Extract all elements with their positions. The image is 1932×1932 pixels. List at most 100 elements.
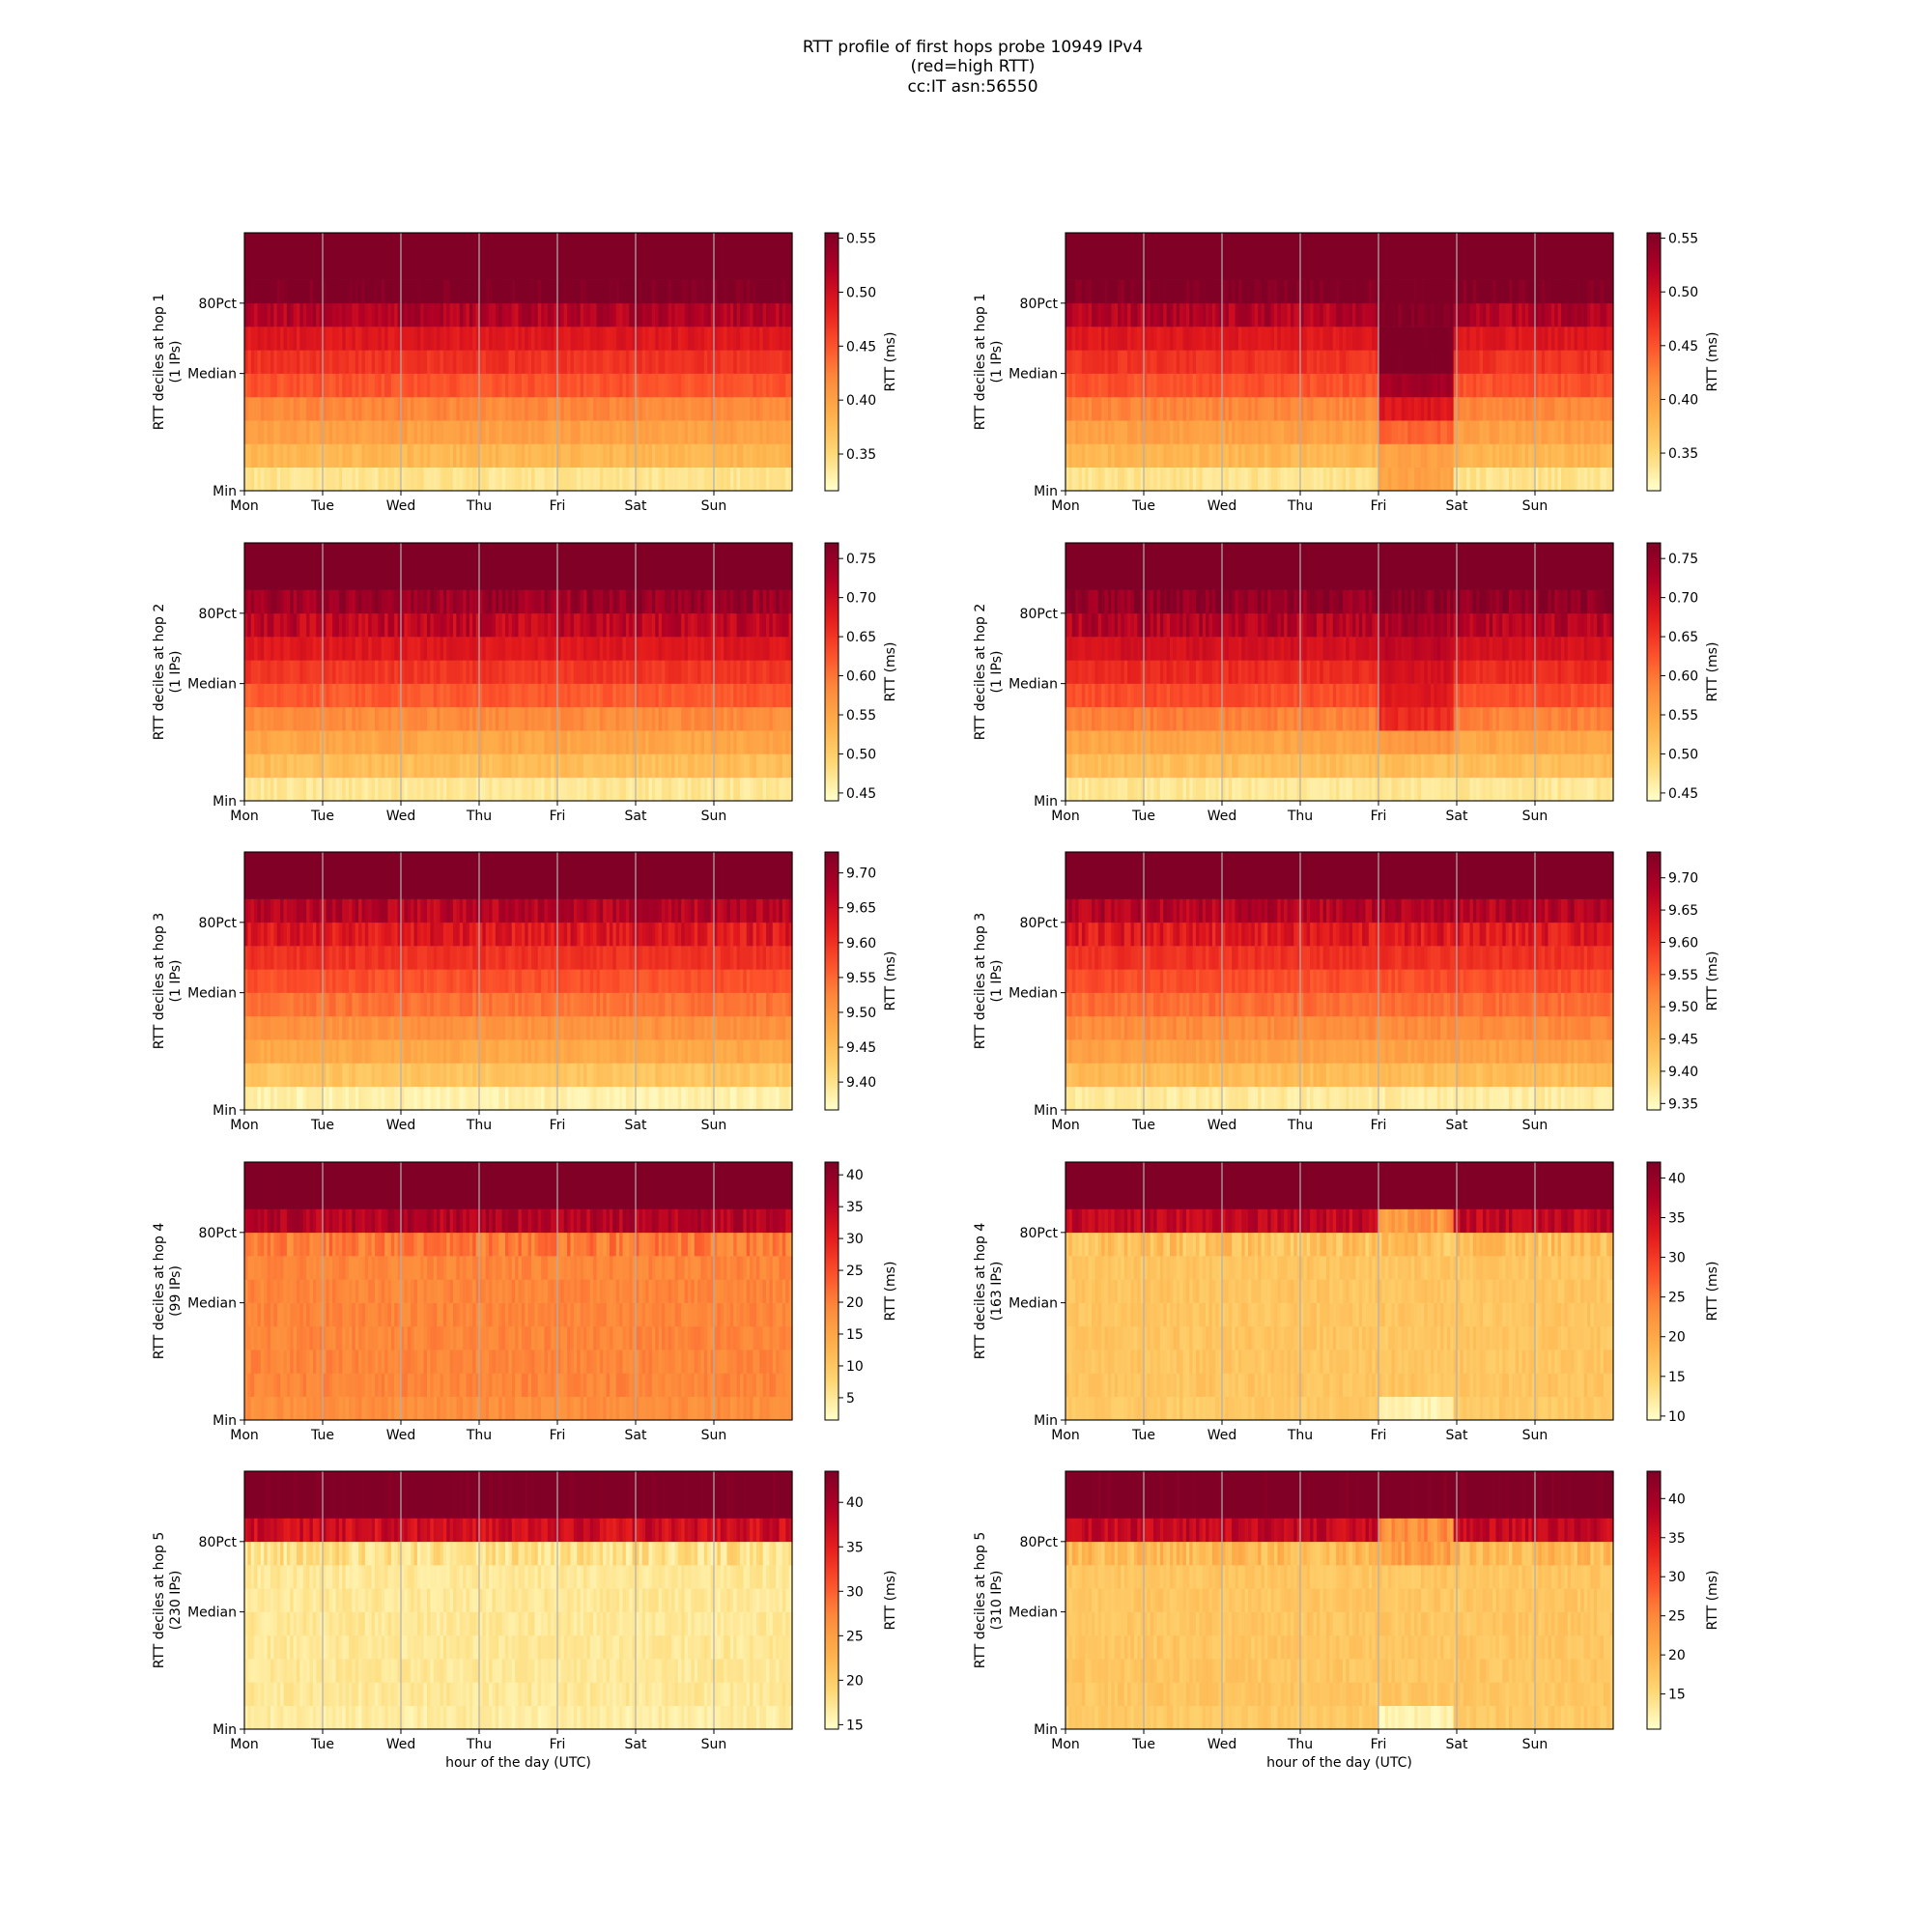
heatmap-cell (1274, 327, 1278, 351)
heatmap-cell (302, 443, 307, 469)
heatmap-cell (779, 443, 783, 469)
heatmap-cell (505, 373, 509, 398)
heatmap-cell (759, 327, 764, 351)
heatmap-cell (384, 279, 389, 304)
heatmap-cell (1068, 302, 1073, 327)
heatmap-cell (323, 350, 327, 374)
heatmap-cell (1261, 350, 1265, 374)
heatmap-cell (323, 443, 327, 469)
heatmap-cell (567, 373, 572, 398)
heatmap-cell (610, 233, 613, 280)
heatmap-cell (293, 233, 298, 280)
heatmap-cell (1270, 233, 1275, 280)
heatmap-cell (753, 279, 757, 304)
heatmap-cell (508, 279, 513, 304)
heatmap-cell (736, 327, 741, 351)
heatmap-cell (492, 420, 497, 444)
heatmap-cell (612, 279, 617, 304)
heatmap-cell (1264, 443, 1268, 469)
heatmap-cell (596, 302, 601, 327)
heatmap-cell (1375, 279, 1379, 304)
heatmap-cell (785, 420, 790, 444)
heatmap-cell (1322, 443, 1327, 469)
heatmap-cell (762, 467, 767, 492)
heatmap-cell (1466, 443, 1471, 469)
heatmap-cell (1436, 420, 1441, 444)
heatmap-cell (1153, 350, 1158, 374)
heatmap-cells (244, 233, 793, 492)
heatmap-cell (1410, 467, 1415, 492)
heatmap-cell (1460, 443, 1464, 469)
heatmap-cell (1469, 233, 1474, 280)
heatmap-cell (297, 279, 300, 304)
heatmap-cell (636, 443, 639, 469)
heatmap-cell (1472, 302, 1477, 327)
heatmap-cell (750, 327, 754, 351)
heatmap-cell (1251, 420, 1256, 444)
heatmap-cell (603, 302, 608, 327)
heatmap-cell (639, 373, 643, 398)
heatmap-cell (766, 279, 770, 304)
heatmap-cell (1065, 420, 1069, 444)
heatmap-cell (1424, 467, 1429, 492)
heatmap-cell (1081, 443, 1086, 469)
heatmap-cell (381, 373, 385, 398)
heatmap-cell (485, 279, 490, 304)
heatmap-cell (563, 467, 568, 492)
heatmap-cell (1381, 233, 1386, 280)
heatmap-cell (355, 396, 359, 421)
heatmap-cell (1225, 443, 1230, 469)
heatmap-cell (1118, 373, 1122, 398)
heatmap-cell (1372, 443, 1377, 469)
heatmap-cell (1388, 350, 1393, 374)
heatmap-cell (694, 327, 698, 351)
heatmap-cell (1088, 233, 1093, 280)
heatmap-cell (1153, 279, 1158, 304)
heatmap-cell (312, 350, 317, 374)
heatmap-cell (1176, 467, 1180, 492)
heatmap-cell (1144, 233, 1148, 280)
heatmap-cell (759, 467, 764, 492)
heatmap-cell (1085, 443, 1090, 469)
heatmap-cell (1322, 420, 1327, 444)
heatmap-cell (394, 350, 399, 374)
heatmap-cell (413, 233, 418, 280)
heatmap-cell (606, 467, 611, 492)
heatmap-cell (1218, 396, 1223, 421)
heatmap-cell (482, 302, 487, 327)
heatmap-cell (606, 302, 611, 327)
heatmap-cell (479, 396, 483, 421)
heatmap-cell (606, 373, 611, 398)
heatmap-cell (1199, 279, 1204, 304)
heatmap-cell (625, 327, 630, 351)
heatmap-cell (495, 350, 499, 374)
heatmap-cell (371, 279, 376, 304)
heatmap-cell (420, 279, 425, 304)
title-line-2: (red=high RTT) (911, 57, 1036, 76)
heatmap-cell (1463, 279, 1467, 304)
heatmap-cell (430, 279, 435, 304)
heatmap-cell (312, 443, 317, 469)
heatmap-cell (1065, 373, 1069, 398)
heatmap-cell (345, 327, 350, 351)
heatmap-cell (352, 443, 356, 469)
colorbar-tick-label: 0.40 (1668, 392, 1698, 408)
heatmap-cell (1153, 327, 1158, 351)
heatmap-cell (1218, 327, 1223, 351)
heatmap-cell (1241, 373, 1246, 398)
heatmap-cell (1123, 233, 1128, 280)
heatmap-cell (1107, 233, 1112, 280)
heatmap-cell (577, 350, 582, 374)
heatmap-cell (769, 279, 774, 304)
heatmap-cell (1075, 233, 1080, 280)
heatmap-cell (1431, 350, 1435, 374)
heatmap-cell (1144, 396, 1148, 421)
heatmap-cell (1313, 373, 1318, 398)
heatmap-cell (1355, 396, 1360, 421)
heatmap-cell (648, 396, 653, 421)
heatmap-cell (691, 279, 696, 304)
heatmap-cell (1121, 233, 1125, 280)
heatmap-cell (1150, 327, 1154, 351)
heatmap-cell (1320, 467, 1324, 492)
heatmap-cell (632, 279, 637, 304)
